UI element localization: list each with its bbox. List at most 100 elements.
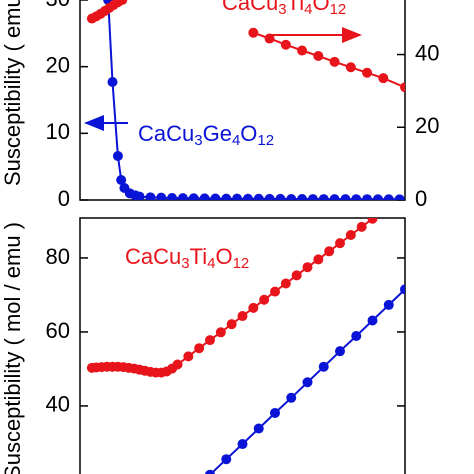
data-point (345, 230, 356, 241)
y-axis-label: Susceptibility ( emu / mol ) (0, 0, 25, 186)
annotation-part: Ti (190, 244, 208, 269)
y-tick-label: 60 (46, 318, 70, 343)
y2-tick-label: 40 (415, 40, 439, 65)
data-point (286, 194, 297, 200)
data-point (270, 286, 280, 297)
annotation-part: 12 (233, 255, 250, 272)
annotation: CaCu3Ti4O12 (125, 244, 249, 272)
data-point (313, 51, 324, 61)
data-point (367, 218, 378, 224)
data-point (400, 284, 405, 295)
data-point (156, 192, 167, 200)
data-point (205, 335, 215, 346)
data-point (172, 359, 183, 370)
data-point (351, 331, 362, 342)
annotation-part: O (215, 244, 232, 269)
data-point (297, 45, 308, 56)
y2-tick-label: 0 (415, 186, 427, 211)
data-point (107, 77, 118, 87)
annotation-part: 3 (194, 132, 202, 149)
data-point (232, 193, 243, 200)
annotation-part: 4 (304, 1, 312, 18)
data-point (280, 39, 291, 50)
data-point (318, 194, 329, 200)
annotation: CaCu3Ti4O12 (222, 0, 346, 18)
data-point (199, 193, 210, 200)
data-point (253, 423, 264, 434)
annotation-part: Ge (203, 121, 232, 146)
plot-frame (79, 0, 406, 201)
annotation-part: 12 (330, 1, 347, 18)
data-point (340, 194, 351, 200)
data-point (335, 346, 345, 357)
data-point (329, 56, 340, 67)
data-point (134, 191, 145, 200)
annotation-part: CaCu (138, 121, 194, 146)
data-point (335, 238, 345, 249)
data-point (177, 193, 188, 200)
data-point (362, 194, 373, 200)
data-point (259, 294, 270, 305)
data-point (362, 67, 373, 78)
data-point (307, 194, 318, 200)
data-point (183, 351, 194, 362)
annotation-part: 4 (207, 255, 215, 272)
data-point (221, 193, 232, 200)
annotation-part: 3 (278, 1, 286, 18)
y-axis-label: Susceptibility ( mol / emu ) (0, 222, 25, 474)
annotation-part: CaCu (222, 0, 278, 15)
data-point (356, 221, 367, 232)
annotation-part: 12 (257, 132, 274, 149)
data-point (291, 270, 302, 281)
data-point (329, 194, 340, 200)
annotation-part: O (240, 121, 257, 146)
data-point (302, 377, 313, 388)
y-tick-label: 0 (58, 186, 70, 211)
data-point (383, 194, 394, 200)
data-point (372, 194, 383, 200)
y-tick-label: 30 (46, 0, 70, 11)
plot-area (86, 218, 405, 474)
data-point (194, 343, 205, 354)
data-point (275, 193, 286, 200)
y2-tick-label: 20 (415, 113, 439, 138)
data-point (394, 194, 405, 200)
data-point (367, 315, 378, 326)
data-point (248, 302, 259, 313)
data-point (318, 361, 329, 372)
y-tick-label: 20 (46, 52, 70, 77)
data-point (226, 319, 237, 330)
data-point (112, 151, 123, 161)
data-point (351, 194, 362, 200)
data-point (345, 62, 356, 73)
data-point (117, 0, 128, 5)
data-point (286, 392, 297, 403)
data-point (116, 175, 127, 185)
data-point (248, 27, 259, 38)
data-point (383, 299, 394, 310)
data-point (324, 246, 335, 257)
data-point (313, 254, 324, 265)
data-point (237, 439, 248, 450)
data-point (215, 327, 226, 338)
annotation-part: O (312, 0, 329, 15)
annotation-part: CaCu (125, 244, 181, 269)
data-point (145, 192, 156, 200)
y-tick-label: 10 (46, 119, 70, 144)
data-point (242, 193, 253, 200)
data-point (167, 193, 178, 200)
plot-frame (79, 217, 406, 474)
data-point (264, 193, 275, 200)
y-tick-label: 80 (46, 244, 70, 269)
y-tick-label: 40 (46, 392, 70, 417)
data-point (302, 262, 313, 273)
data-point (237, 311, 248, 322)
data-point (400, 82, 405, 93)
data-point (270, 407, 280, 418)
annotation-part: 4 (232, 132, 240, 149)
series-line (91, 218, 374, 374)
annotation-part: 3 (181, 255, 189, 272)
data-point (264, 33, 275, 44)
data-point (297, 194, 308, 200)
